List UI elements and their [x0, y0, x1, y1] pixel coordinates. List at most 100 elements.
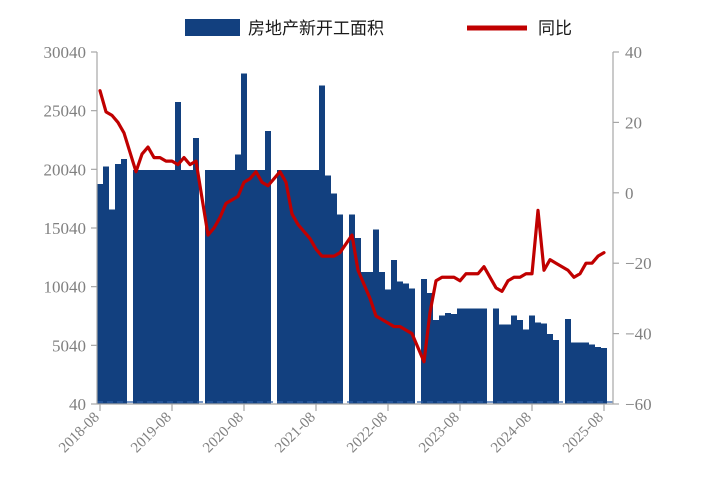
bar-2018-11 — [114, 163, 122, 404]
bar-2020-02 — [204, 169, 212, 404]
bar-2021-11 — [330, 193, 338, 404]
bar-2019-02 — [132, 169, 140, 404]
bar-2019-12 — [192, 138, 200, 404]
bar-2018-10 — [108, 209, 116, 404]
bar-2023-12 — [480, 308, 488, 404]
bar-2022-12 — [408, 288, 416, 404]
bar-2019-07 — [162, 169, 170, 404]
bar-2025-05 — [582, 342, 590, 404]
y-right-tick-label: −20 — [625, 254, 652, 273]
y-left-tick-label: 40 — [69, 395, 86, 414]
x-tick-label: 2018-08 — [56, 410, 103, 457]
bar-series — [96, 73, 608, 404]
legend-swatch-bar — [185, 19, 240, 36]
bar-2024-10 — [540, 323, 548, 404]
y-right-tick-label: 20 — [625, 113, 642, 132]
bar-2023-07 — [450, 314, 458, 404]
bar-2020-05 — [222, 169, 230, 404]
bar-2023-06 — [444, 312, 452, 404]
bar-2021-05 — [294, 169, 302, 404]
bar-2024-07 — [522, 329, 530, 404]
bar-2020-10 — [252, 169, 260, 404]
y-right-tick-label: −40 — [625, 325, 652, 344]
bar-2022-10 — [396, 281, 404, 404]
bar-2023-10 — [468, 308, 476, 404]
bar-2022-02 — [348, 214, 356, 404]
bar-2019-10 — [180, 169, 188, 404]
bar-2019-04 — [144, 169, 152, 404]
bar-2022-03 — [354, 237, 362, 404]
bar-2020-06 — [228, 169, 236, 404]
bar-2024-09 — [534, 322, 542, 404]
bar-2018-09 — [102, 166, 110, 404]
bar-2022-04 — [360, 271, 368, 404]
bar-2023-03 — [426, 293, 434, 404]
y-right-tick-label: 40 — [625, 43, 642, 62]
bar-2025-04 — [576, 342, 584, 404]
bar-2021-09 — [318, 85, 326, 404]
y-left-tick-label: 5040 — [52, 336, 86, 355]
bar-2023-05 — [438, 315, 446, 404]
bar-2020-07 — [234, 154, 242, 404]
bar-2025-03 — [570, 342, 578, 404]
bar-2021-04 — [288, 169, 296, 404]
legend-label-line: 同比 — [538, 19, 572, 39]
bar-2024-02 — [492, 308, 500, 404]
bar-2024-05 — [510, 315, 518, 404]
bar-2023-11 — [474, 308, 482, 404]
bar-2025-06 — [588, 344, 596, 404]
bar-2024-06 — [516, 319, 524, 404]
bar-2023-08 — [456, 308, 464, 404]
x-tick-label: 2021-08 — [272, 410, 319, 457]
bar-2019-05 — [150, 169, 158, 404]
bar-2021-08 — [312, 169, 320, 404]
bar-2020-03 — [210, 169, 218, 404]
bar-2020-04 — [216, 169, 224, 404]
x-tick-label: 2020-08 — [200, 410, 247, 457]
bar-2022-11 — [402, 283, 410, 404]
bar-2021-07 — [306, 169, 314, 404]
x-tick-label: 2024-08 — [488, 410, 535, 457]
bar-2025-08 — [600, 348, 608, 404]
bar-2025-07 — [594, 346, 602, 404]
bar-2022-07 — [378, 271, 386, 404]
x-tick-label: 2025-08 — [560, 410, 607, 457]
bar-2021-12 — [336, 214, 344, 404]
bar-2020-11 — [258, 169, 266, 404]
y-left-tick-label: 15040 — [44, 219, 87, 238]
y-left-tick-label: 20040 — [44, 160, 87, 179]
legend-label-bar: 房地产新开工面积 — [248, 19, 384, 39]
bar-2022-05 — [366, 271, 374, 404]
bar-2023-02 — [420, 278, 428, 404]
bar-2020-12 — [264, 131, 272, 404]
line-series-yoy — [98, 89, 606, 364]
bar-2023-09 — [462, 308, 470, 404]
bar-2024-12 — [552, 339, 560, 404]
bar-2022-09 — [390, 260, 398, 404]
bar-2021-10 — [324, 175, 332, 404]
bar-2021-06 — [300, 169, 308, 404]
bar-2019-08 — [168, 169, 176, 404]
y-right-tick-label: 0 — [625, 184, 634, 203]
bar-2023-04 — [432, 319, 440, 404]
x-tick-label: 2023-08 — [416, 410, 463, 457]
y-left-tick-label: 10040 — [44, 278, 87, 297]
bar-2024-04 — [504, 324, 512, 404]
bar-2020-08 — [240, 73, 248, 404]
bar-2019-11 — [186, 169, 194, 404]
bar-2018-08 — [96, 183, 104, 404]
bar-2024-11 — [546, 334, 554, 404]
bar-2022-08 — [384, 289, 392, 404]
y-left-tick-label: 25040 — [44, 102, 87, 121]
y-right-tick-label: −60 — [625, 395, 652, 414]
bar-2025-02 — [564, 318, 572, 404]
bar-2019-09 — [174, 101, 182, 404]
bar-2019-06 — [156, 169, 164, 404]
bar-2024-08 — [528, 315, 536, 404]
bar-2021-02 — [276, 169, 284, 404]
bar-2024-03 — [498, 324, 506, 404]
bar-2018-12 — [120, 159, 128, 404]
x-tick-label: 2022-08 — [344, 410, 391, 457]
